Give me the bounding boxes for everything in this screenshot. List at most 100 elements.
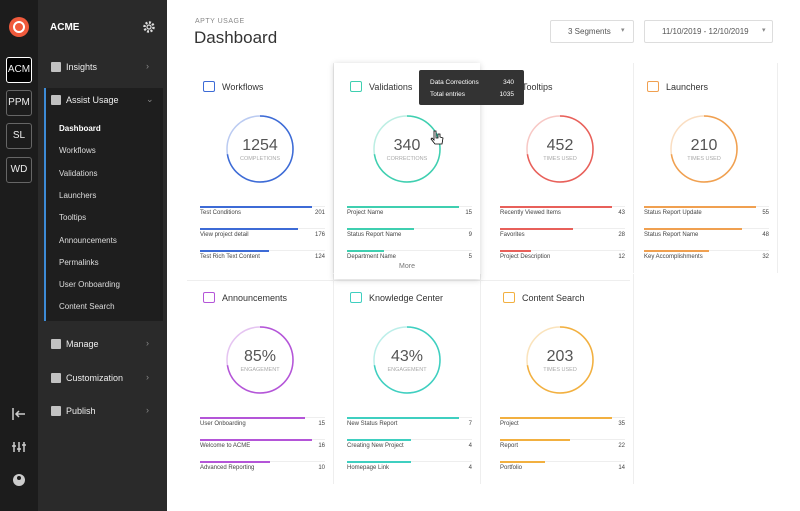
card-title: Announcements (222, 293, 288, 303)
ring (373, 115, 441, 183)
caret: ▾ (762, 27, 766, 34)
submenu-item[interactable]: Announcements (59, 235, 117, 245)
submenu-item[interactable]: Dashboard (59, 124, 101, 133)
metric: 452 (546, 137, 574, 154)
card-icon (647, 81, 659, 92)
menu-icon (51, 95, 61, 105)
tooltip-value: 340 (503, 79, 514, 86)
metric: 1254 (242, 137, 278, 154)
card-icon (503, 292, 515, 303)
tooltip-label: Data Corrections (430, 79, 479, 86)
metric-label: TIMES USED (543, 156, 577, 162)
submenu-item[interactable]: User Onboarding (59, 280, 120, 290)
bar (644, 227, 742, 230)
bar (500, 205, 612, 208)
row-value: 10 (318, 465, 325, 471)
ring (373, 326, 441, 394)
row-value: 9 (468, 232, 472, 238)
submenu-item[interactable]: Permalinks (59, 257, 99, 267)
org-button[interactable]: SL (6, 123, 32, 149)
submenu-item[interactable]: Tooltips (59, 213, 87, 223)
submenu-panel (44, 88, 163, 321)
menu-item[interactable]: Manage (66, 339, 99, 349)
submenu-item[interactable]: Launchers (59, 190, 97, 200)
ring-arc (526, 326, 594, 394)
org-button[interactable]: WD (6, 157, 32, 183)
metric: 210 (690, 137, 718, 154)
segments-dropdown[interactable]: 3 Segments ▾ (550, 20, 634, 43)
submenu-item[interactable]: Content Search (59, 302, 115, 312)
settings-icon[interactable] (142, 20, 156, 34)
row-value: 4 (468, 443, 472, 449)
card[interactable]: Knowledge Center 43% ENGAGEMENT New Status … (334, 274, 481, 484)
card-title: Tooltips (522, 82, 553, 92)
row-label: Report (500, 443, 519, 449)
bar (500, 460, 545, 463)
submenu-item[interactable]: Validations (59, 168, 98, 178)
row-label: Creating New Project (347, 443, 404, 449)
metric-label: COMPLETIONS (239, 156, 281, 162)
bar (200, 438, 312, 441)
bar (500, 249, 532, 252)
bar (500, 416, 612, 419)
row-label: Status Report Update (644, 210, 702, 216)
card-icon (350, 292, 362, 303)
row-label: Welcome to ACME (200, 443, 251, 449)
row-value: 15 (318, 421, 325, 427)
row-label: Project Description (500, 254, 551, 260)
row-value: 5 (468, 254, 472, 260)
org-button[interactable]: ACM (6, 57, 32, 83)
row-label: Test Conditions (200, 210, 242, 216)
row-value: 4 (468, 465, 472, 471)
menu-item[interactable]: Assist Usage (66, 95, 119, 105)
metric-label: CORRECTIONS (386, 156, 428, 162)
bar (200, 416, 305, 419)
row-value: 15 (465, 210, 472, 216)
row-label: Homepage Link (347, 465, 390, 471)
chevron: › (146, 61, 149, 71)
rail-icons (12, 408, 26, 486)
menu-item[interactable]: Customization (66, 373, 124, 383)
chevron: › (146, 372, 149, 382)
row-label: Favorites (500, 232, 525, 238)
card[interactable]: Workflows 1254 COMPLETIONS Test Conditions 2… (187, 63, 334, 273)
card-title: Content Search (522, 293, 585, 303)
bar (347, 438, 411, 441)
submenu-item[interactable]: Workflows (59, 146, 96, 156)
metric: 43% (390, 348, 424, 365)
card[interactable]: Tooltips 452 TIMES USED Recently Viewed Ite… (487, 63, 634, 273)
card[interactable]: Announcements 85% ENGAGEMENT User Onboardin… (187, 274, 334, 484)
card-title: Validations (369, 82, 413, 92)
more-link[interactable]: More (399, 263, 415, 270)
row-value: 16 (318, 443, 325, 449)
row-label: Project (500, 421, 519, 427)
card[interactable]: Launchers 210 TIMES USED Status Report Upda… (631, 63, 778, 273)
cursor-shape (430, 130, 444, 145)
date-range-label: 11/10/2019 - 12/10/2019 (662, 27, 749, 36)
bar (644, 249, 710, 252)
card[interactable]: Content Search 203 TIMES USED Project 35 Repo… (487, 274, 634, 484)
menu-icon (51, 406, 61, 416)
row-label: Status Report Name (347, 232, 402, 238)
bar (347, 416, 459, 419)
org-button[interactable]: PPM (6, 90, 32, 116)
bar (500, 438, 571, 441)
card-icon (350, 81, 362, 92)
menu-icon (51, 62, 61, 72)
chevron: ⌄ (146, 94, 154, 104)
card-icon (203, 81, 215, 92)
tooltip-value: 1035 (499, 91, 514, 98)
brand: ACME (50, 22, 80, 33)
bar (347, 205, 459, 208)
ring (226, 115, 294, 183)
caret: ▾ (621, 27, 625, 34)
card[interactable]: Validations 340 CORRECTIONS Project Name 15 S… (334, 63, 480, 279)
date-range-picker[interactable]: 11/10/2019 - 12/10/2019 ▾ (644, 20, 773, 43)
row-label: Portfolio (500, 465, 523, 471)
row-label: Status Report Name (644, 232, 699, 238)
ring-arc (526, 115, 594, 183)
row-label: New Status Report (347, 421, 398, 427)
row-value: 14 (618, 465, 625, 471)
menu-item[interactable]: Insights (66, 62, 98, 72)
menu-item[interactable]: Publish (66, 406, 96, 416)
